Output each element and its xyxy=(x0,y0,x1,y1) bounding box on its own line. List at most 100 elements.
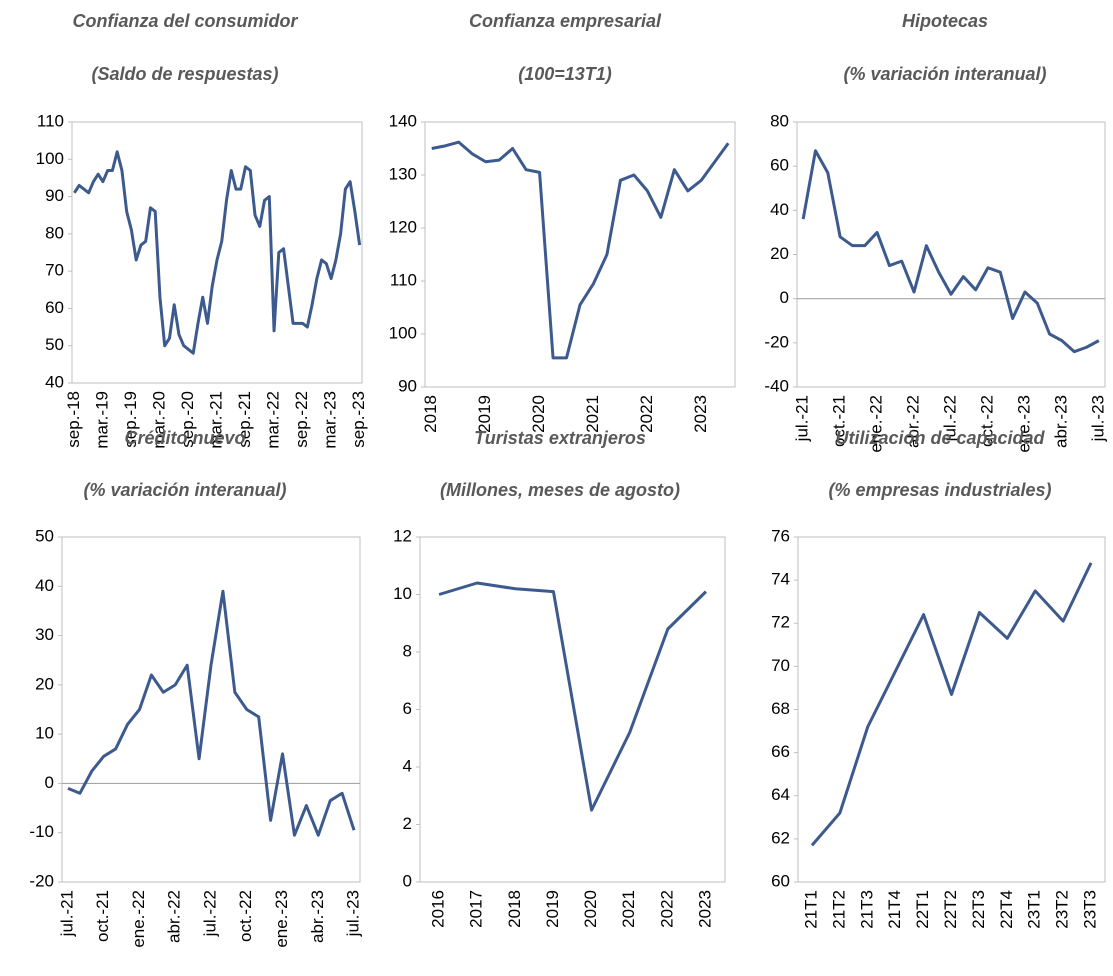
x-tick-label: 2020 xyxy=(529,395,548,433)
y-tick-label: 6 xyxy=(403,699,412,718)
y-tick-label: 80 xyxy=(770,111,789,130)
y-tick-label: 64 xyxy=(771,785,790,804)
y-tick-label: 68 xyxy=(771,699,790,718)
x-tick-label: 21T4 xyxy=(885,890,904,929)
x-tick-label: mar.-23 xyxy=(321,391,340,449)
x-tick-label: 21T2 xyxy=(829,890,848,929)
x-tick-label: abr.-22 xyxy=(904,395,923,448)
y-tick-label: 40 xyxy=(35,576,54,595)
chart-subtitle: (% variación interanual) xyxy=(83,480,286,500)
y-tick-label: -20 xyxy=(764,332,789,351)
data-line xyxy=(438,581,707,812)
y-tick-label: 60 xyxy=(770,156,789,175)
x-tick-label: oct.-22 xyxy=(236,890,255,942)
x-tick-label: 2018 xyxy=(421,395,440,433)
x-tick-label: abr.-23 xyxy=(308,890,327,943)
x-tick-label: 22T3 xyxy=(969,890,988,929)
x-tick-label: 2018 xyxy=(505,890,524,928)
y-tick-label: 0 xyxy=(45,773,54,792)
x-tick-label: 23T1 xyxy=(1025,890,1044,929)
x-tick-label: jul.-22 xyxy=(200,890,219,937)
x-tick-label: 2017 xyxy=(467,890,486,928)
y-tick-label: 110 xyxy=(37,111,64,130)
x-tick-label: 22T1 xyxy=(913,890,932,929)
x-tick-label: ene.-22 xyxy=(129,890,148,948)
x-tick-label: oct.-22 xyxy=(977,395,996,447)
x-tick-label: 2022 xyxy=(637,395,656,433)
plot-frame xyxy=(797,536,1106,883)
x-tick-label: sep.-21 xyxy=(235,391,254,448)
y-tick-label: 66 xyxy=(771,742,790,761)
chart-title: Hipotecas xyxy=(902,11,988,31)
plot-frame xyxy=(424,121,736,388)
data-line xyxy=(67,589,356,837)
data-line xyxy=(810,562,1093,847)
y-tick-label: 62 xyxy=(771,828,790,847)
x-tick-label: sep.-18 xyxy=(64,391,83,448)
x-tick-label: 2022 xyxy=(657,890,676,928)
plot-frame xyxy=(796,121,1106,388)
chart-subtitle: (Millones, meses de agosto) xyxy=(440,480,680,500)
chart-subtitle: (% empresas industriales) xyxy=(828,480,1051,500)
chart-title: Utilización de capacidad xyxy=(835,428,1045,448)
y-tick-label: 0 xyxy=(780,288,789,307)
x-tick-label: ene.-23 xyxy=(1014,395,1033,453)
x-tick-label: 2023 xyxy=(695,890,714,928)
y-tick-label: 130 xyxy=(389,164,417,183)
y-tick-label: -10 xyxy=(29,822,54,841)
y-tick-label: 50 xyxy=(35,526,54,545)
y-tick-label: 40 xyxy=(770,200,789,219)
x-tick-label: jul.-23 xyxy=(344,890,363,937)
x-tick-label: 21T3 xyxy=(857,890,876,929)
y-tick-label: 100 xyxy=(389,323,417,342)
y-tick-label: 40 xyxy=(45,372,64,391)
x-tick-label: jul.-22 xyxy=(940,395,959,442)
chart-subtitle: (Saldo de respuestas) xyxy=(91,64,278,84)
x-tick-label: jul.-23 xyxy=(1088,395,1107,442)
y-tick-label: 20 xyxy=(770,244,789,263)
y-tick-label: 2 xyxy=(403,814,412,833)
chart-subtitle: (% variación interanual) xyxy=(843,64,1046,84)
y-tick-label: 70 xyxy=(771,656,790,675)
x-tick-label: oct.-21 xyxy=(830,395,849,447)
chart-title: Confianza empresarial xyxy=(469,11,662,31)
plot-frame xyxy=(71,121,363,384)
y-tick-label: 4 xyxy=(403,756,412,775)
x-tick-label: 23T3 xyxy=(1081,890,1100,929)
chart-title: Turistas extranjeros xyxy=(474,428,646,448)
x-tick-label: 2019 xyxy=(543,890,562,928)
y-tick-label: 120 xyxy=(389,217,417,236)
y-tick-label: 20 xyxy=(35,674,54,693)
x-tick-label: sep.-19 xyxy=(121,391,140,448)
x-tick-label: 23T2 xyxy=(1053,890,1072,929)
y-tick-label: 60 xyxy=(45,298,64,317)
y-tick-label: 80 xyxy=(45,223,64,242)
y-tick-label: 30 xyxy=(35,625,54,644)
data-line xyxy=(801,149,1100,354)
x-tick-label: mar.-21 xyxy=(206,391,225,449)
x-tick-label: ene.-23 xyxy=(272,890,291,948)
y-tick-label: 140 xyxy=(389,111,417,130)
y-tick-label: 76 xyxy=(771,526,790,545)
x-tick-label: 2021 xyxy=(583,395,602,433)
y-tick-label: 60 xyxy=(771,871,790,890)
x-tick-label: oct.-21 xyxy=(93,890,112,942)
y-tick-label: 100 xyxy=(36,149,64,168)
x-tick-label: jul.-21 xyxy=(57,890,76,937)
y-tick-label: 10 xyxy=(393,584,412,603)
x-tick-label: abr.-22 xyxy=(165,890,184,943)
chart-subtitle: (100=13T1) xyxy=(518,64,612,84)
y-tick-label: 0 xyxy=(403,871,412,890)
y-tick-label: 90 xyxy=(398,376,417,395)
y-tick-label: 50 xyxy=(45,335,64,354)
x-tick-label: 22T4 xyxy=(997,890,1016,929)
x-tick-label: 2016 xyxy=(429,890,448,928)
x-tick-label: mar.-20 xyxy=(149,391,168,449)
x-tick-label: 2019 xyxy=(475,395,494,433)
x-tick-label: jul.-21 xyxy=(793,395,812,442)
x-tick-label: sep.-23 xyxy=(349,391,368,448)
x-tick-label: sep.-22 xyxy=(292,391,311,448)
y-tick-label: 70 xyxy=(45,261,64,280)
x-tick-label: 2023 xyxy=(691,395,710,433)
